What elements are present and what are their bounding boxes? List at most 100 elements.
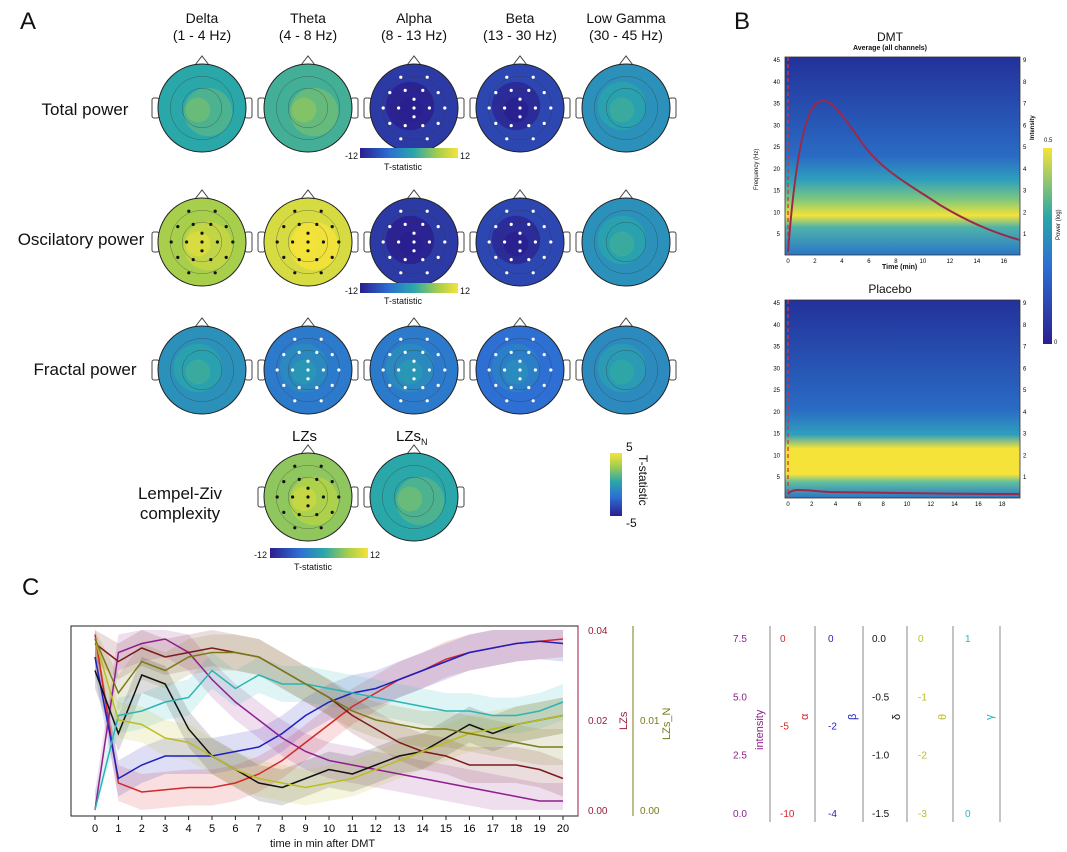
- x-tick-label: 12: [370, 823, 382, 835]
- topomap-r1-c4: [575, 189, 677, 287]
- electrode-dot: [542, 383, 546, 387]
- x-tick-label: 10: [323, 823, 335, 835]
- electrode-dot: [443, 106, 447, 110]
- freq-tick: 20: [773, 410, 780, 416]
- side-axis-tick: -0.5: [872, 692, 890, 703]
- electrode-dot: [293, 209, 297, 213]
- intensity-tick: 9: [1023, 58, 1027, 64]
- cbar2-label: T-statistic: [384, 296, 423, 306]
- electrode-dot: [330, 383, 334, 387]
- x-tick-label: 19: [533, 823, 545, 835]
- side-axis-tick: -4: [828, 809, 837, 820]
- electrode-dot: [399, 137, 403, 141]
- electrode-dot: [487, 240, 491, 244]
- x-tick-label: 5: [209, 823, 215, 835]
- row-label-total-power: Total power: [41, 100, 129, 119]
- electrode-dot: [319, 209, 323, 213]
- time-tick: 16: [1000, 259, 1007, 265]
- head-nose: [300, 317, 316, 328]
- topomap-r0-c1: [257, 55, 359, 153]
- intensity-tick: 7: [1023, 345, 1027, 351]
- head-nose: [618, 55, 634, 66]
- topomap-r1-c2: [363, 189, 465, 287]
- electrode-dot: [412, 249, 416, 253]
- electrode-dot: [412, 359, 416, 363]
- electrode-dot: [533, 368, 538, 372]
- placebo-spectrogram: [785, 300, 1020, 498]
- series-band-4: [95, 652, 563, 806]
- electrode-dot: [388, 255, 392, 259]
- electrode-dot: [421, 222, 425, 226]
- side-axis-tick: -3: [918, 809, 927, 820]
- side-axis-tick: 0.0: [733, 809, 747, 820]
- electrode-dot: [531, 337, 535, 341]
- head-nose: [512, 55, 528, 66]
- time-tick: 0: [786, 502, 790, 508]
- band-title-beta: Beta (13 - 30 Hz): [483, 10, 557, 43]
- electrode-dot: [412, 368, 416, 372]
- electrode-dot: [337, 240, 341, 244]
- electrode-dot: [306, 249, 310, 253]
- series-line-1: [94, 640, 564, 780]
- time-tick: 10: [904, 502, 911, 508]
- electrode-dot: [330, 225, 334, 229]
- electrode-dot: [421, 350, 425, 354]
- electrode-dot: [509, 386, 513, 390]
- time-tick: 2: [813, 259, 817, 265]
- electrode-dot: [443, 368, 447, 372]
- colorbar-row1: [360, 148, 458, 158]
- electrode-dot: [518, 377, 522, 381]
- electrode-dot: [275, 240, 279, 244]
- head-contour: [605, 221, 647, 263]
- electrode-dot: [306, 359, 310, 363]
- panel-c-letter: C: [22, 574, 40, 601]
- head-blob-core: [503, 231, 529, 257]
- intensity-tick: 2: [1023, 210, 1027, 216]
- power-max: 0.5: [1044, 138, 1053, 144]
- topomap-r0-c0: [151, 55, 253, 153]
- electrode-dot: [425, 399, 429, 403]
- electrode-dot: [291, 368, 295, 372]
- electrode-dot: [427, 106, 431, 110]
- electrode-dot: [436, 383, 440, 387]
- electrode-dot: [503, 240, 507, 244]
- head-blob-core: [503, 97, 529, 123]
- head-contour: [499, 349, 541, 391]
- electrode-dot: [425, 75, 429, 79]
- x-tick-label: 8: [279, 823, 285, 835]
- electrode-dot: [213, 271, 217, 275]
- electrode-dot: [436, 255, 440, 259]
- electrode-dot: [306, 368, 310, 372]
- electrode-dot: [403, 350, 407, 354]
- electrode-dot: [231, 240, 235, 244]
- time-tick: 18: [999, 502, 1006, 508]
- electrode-dot: [297, 222, 301, 226]
- electrode-dot: [403, 258, 407, 262]
- electrode-dot: [425, 271, 429, 275]
- x-tick-label: 1: [115, 823, 121, 835]
- head-blob-core: [291, 97, 317, 123]
- electrode-dot: [436, 121, 440, 125]
- electrode-dot: [403, 88, 407, 92]
- electrode-dot: [542, 353, 546, 357]
- electrode-dot: [494, 353, 498, 357]
- side-axis-label: β: [847, 714, 859, 720]
- electrode-dot: [494, 255, 498, 259]
- head-contour: [393, 476, 435, 518]
- electrode-dot: [388, 383, 392, 387]
- electrode-dot: [494, 91, 498, 95]
- series-line-5: [94, 669, 564, 811]
- series-line-2: [94, 638, 563, 811]
- panel-a-letter: A: [20, 8, 37, 35]
- x-tick-label: 16: [463, 823, 475, 835]
- intensity-tick: 8: [1023, 80, 1027, 86]
- electrode-dot: [494, 383, 498, 387]
- head-contour: [181, 87, 223, 129]
- electrode-dot: [399, 209, 403, 213]
- lzsn-tick: 0.01: [640, 716, 660, 727]
- colorbar-big: [610, 453, 622, 516]
- x-tick-label: 20: [557, 823, 569, 835]
- head-nose: [300, 55, 316, 66]
- freq-tick: 20: [773, 167, 780, 173]
- band-title-low-gamma: Low Gamma (30 - 45 Hz): [586, 10, 666, 43]
